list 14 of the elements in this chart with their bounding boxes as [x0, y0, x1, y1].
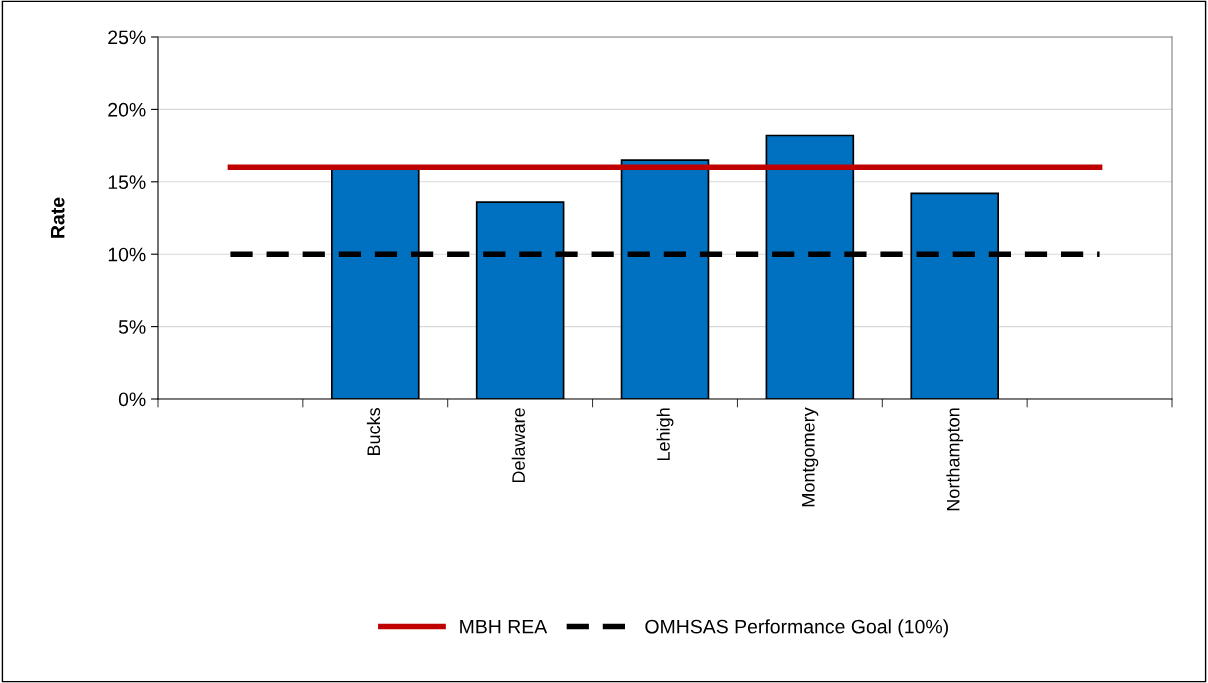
legend-label: OMHSAS Performance Goal (10%) [645, 619, 948, 638]
x-tick-label: Delaware [511, 408, 525, 483]
legend-label: MBH REA [460, 619, 548, 634]
x-tick-label: Montgomery [802, 407, 819, 507]
x-tick-label: Bucks [366, 407, 381, 456]
x-tick-label: Lehigh [656, 408, 674, 461]
y-tick-label: 15% [108, 175, 146, 190]
y-tick-label: 20% [108, 102, 146, 117]
y-tick-label: 10% [108, 247, 146, 262]
x-tick-label: Northampton [946, 408, 964, 511]
y-tick-label: 0% [118, 392, 146, 407]
y-tick-label: 25% [108, 30, 146, 45]
y-tick-label: 5% [118, 320, 146, 334]
y-axis-title: Rate [50, 197, 65, 238]
